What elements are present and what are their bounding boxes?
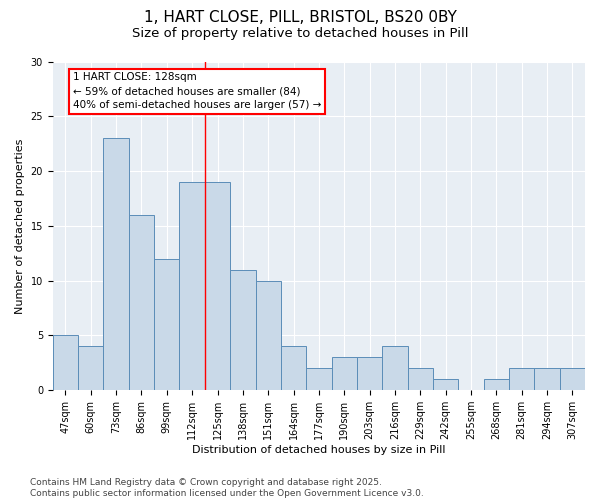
Bar	[129, 215, 154, 390]
Bar	[103, 138, 129, 390]
Text: Contains HM Land Registry data © Crown copyright and database right 2025.
Contai: Contains HM Land Registry data © Crown c…	[30, 478, 424, 498]
Bar	[306, 368, 332, 390]
Text: 1 HART CLOSE: 128sqm
← 59% of detached houses are smaller (84)
40% of semi-detac: 1 HART CLOSE: 128sqm ← 59% of detached h…	[73, 72, 322, 110]
Bar	[535, 368, 560, 390]
Bar	[256, 280, 281, 390]
Bar	[205, 182, 230, 390]
Bar	[154, 258, 179, 390]
Bar	[382, 346, 407, 390]
Text: Size of property relative to detached houses in Pill: Size of property relative to detached ho…	[132, 28, 468, 40]
Bar	[357, 358, 382, 390]
Bar	[179, 182, 205, 390]
Bar	[332, 358, 357, 390]
Bar	[230, 270, 256, 390]
Bar	[78, 346, 103, 390]
Bar	[509, 368, 535, 390]
X-axis label: Distribution of detached houses by size in Pill: Distribution of detached houses by size …	[192, 445, 446, 455]
Bar	[407, 368, 433, 390]
Bar	[484, 380, 509, 390]
Y-axis label: Number of detached properties: Number of detached properties	[15, 138, 25, 314]
Bar	[281, 346, 306, 390]
Text: 1, HART CLOSE, PILL, BRISTOL, BS20 0BY: 1, HART CLOSE, PILL, BRISTOL, BS20 0BY	[143, 10, 457, 25]
Bar	[560, 368, 585, 390]
Bar	[433, 380, 458, 390]
Bar	[53, 336, 78, 390]
